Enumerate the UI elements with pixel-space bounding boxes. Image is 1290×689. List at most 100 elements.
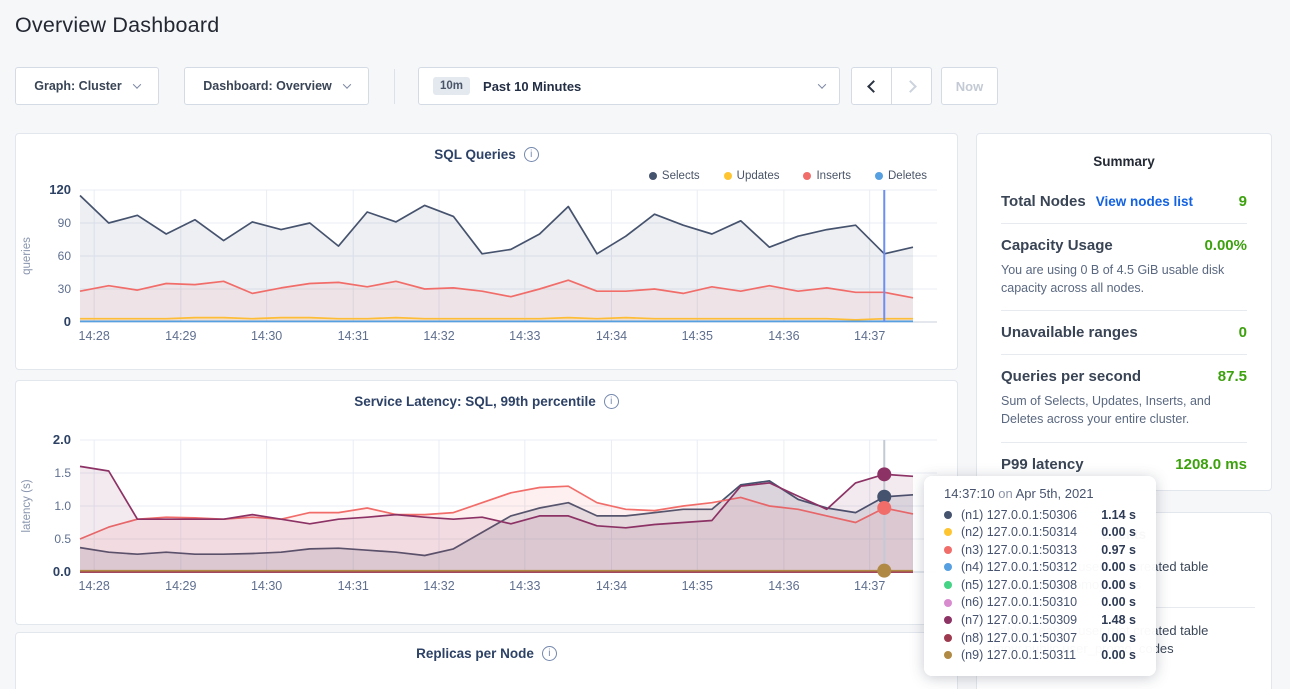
chevron-right-icon	[903, 79, 917, 93]
chart-header: Replicas per Node i	[16, 633, 957, 661]
svg-text:1.0: 1.0	[54, 499, 71, 513]
svg-text:14:37: 14:37	[854, 329, 885, 343]
tooltip-node-row: (n6) 127.0.0.1:50310 0.00 s	[944, 594, 1136, 612]
dashboard-dropdown[interactable]: Dashboard: Overview	[184, 67, 369, 105]
page-title: Overview Dashboard	[15, 13, 220, 37]
node-color-dot-icon	[944, 633, 952, 642]
time-prev-button[interactable]	[851, 67, 892, 105]
node-latency-value: 1.14 s	[1101, 507, 1136, 522]
svg-text:14:33: 14:33	[509, 329, 540, 343]
node-color-dot-icon	[944, 616, 952, 625]
chart-title: Service Latency: SQL, 99th percentile	[354, 394, 596, 409]
tooltip-time: 14:37:10	[944, 486, 995, 501]
svg-text:14:31: 14:31	[338, 579, 369, 593]
time-next-button[interactable]	[891, 67, 932, 105]
legend-item: Updates	[723, 170, 780, 182]
chart-title: SQL Queries	[434, 147, 516, 162]
legend-dot-icon	[803, 172, 812, 180]
svg-text:14:31: 14:31	[338, 329, 369, 343]
chart-title: Replicas per Node	[416, 646, 534, 661]
summary-panel: Summary Total Nodes View nodes list 9 Ca…	[976, 133, 1272, 491]
node-address: (n2) 127.0.0.1:50314	[961, 525, 1078, 540]
qps-label: Queries per second	[1001, 368, 1142, 386]
legend-dot-icon	[723, 172, 732, 180]
node-latency-value: 0.00 s	[1101, 525, 1136, 540]
capacity-value: 0.00%	[1204, 237, 1247, 254]
svg-text:14:34: 14:34	[596, 329, 627, 343]
node-latency-value: 0.00 s	[1101, 577, 1136, 592]
qps-value: 87.5	[1217, 368, 1247, 386]
latency-chart-card: Service Latency: SQL, 99th percentile i …	[15, 380, 958, 625]
chevron-down-icon	[817, 80, 827, 89]
svg-text:queries: queries	[21, 237, 33, 275]
tooltip-node-row: (n7) 127.0.0.1:50309 1.48 s	[944, 611, 1136, 629]
node-color-dot-icon	[944, 651, 952, 660]
legend-label: Deletes	[888, 170, 927, 182]
chevron-down-icon	[132, 80, 141, 89]
svg-text:14:33: 14:33	[509, 579, 540, 593]
controls-divider	[394, 69, 395, 104]
total-nodes-label: Total Nodes	[1001, 193, 1086, 210]
node-address: (n5) 127.0.0.1:50308	[961, 577, 1078, 592]
legend-label: Updates	[736, 170, 780, 182]
total-nodes-value: 9	[1238, 193, 1247, 210]
summary-row-capacity: Capacity Usage 0.00%	[1001, 237, 1247, 254]
qps-description: Sum of Selects, Updates, Inserts, and De…	[1001, 394, 1211, 427]
tooltip-connector: on	[994, 486, 1016, 501]
tooltip-node-row: (n4) 127.0.0.1:50312 0.00 s	[944, 559, 1136, 577]
legend-item: Inserts	[803, 170, 851, 182]
svg-text:1.5: 1.5	[54, 466, 71, 480]
tooltip-node-row: (n3) 127.0.0.1:50313 0.97 s	[944, 541, 1136, 559]
node-color-dot-icon	[944, 598, 952, 607]
svg-text:14:36: 14:36	[768, 579, 799, 593]
svg-text:14:30: 14:30	[251, 329, 282, 343]
node-address: (n1) 127.0.0.1:50306	[961, 507, 1078, 522]
summary-row-qps: Queries per second 87.5	[1001, 368, 1247, 385]
legend-label: Inserts	[816, 170, 851, 182]
node-latency-value: 0.97 s	[1101, 542, 1136, 557]
summary-row-unavailable: Unavailable ranges 0	[1001, 324, 1247, 341]
node-latency-value: 0.00 s	[1101, 648, 1136, 663]
info-icon[interactable]: i	[523, 147, 539, 162]
legend-label: Selects	[661, 170, 700, 182]
info-icon[interactable]: i	[541, 646, 557, 661]
summary-row-p99: P99 latency 1208.0 ms	[1001, 456, 1247, 473]
chevron-left-icon	[866, 79, 880, 93]
legend-dot-icon	[875, 172, 883, 180]
svg-text:0.0: 0.0	[53, 564, 71, 579]
svg-text:90: 90	[58, 216, 72, 230]
tooltip-node-row: (n1) 127.0.0.1:50306 1.14 s	[944, 506, 1136, 524]
sql-queries-plot[interactable]: 14:28 14:29 14:30 14:31 14:32 14:33 14:34 14:35…	[16, 184, 945, 352]
p99-latency-value: 1208.0 ms	[1175, 455, 1247, 473]
svg-text:2.0: 2.0	[53, 434, 71, 447]
chart-header: SQL Queries i	[16, 134, 957, 162]
svg-text:14:29: 14:29	[165, 329, 196, 343]
legend-item: Selects	[648, 170, 700, 182]
latency-plot[interactable]: 14:28 14:29 14:30 14:31 14:32 14:33 14:34 14:35…	[16, 434, 945, 602]
tooltip-timestamp: 14:37:10 on Apr 5th, 2021	[944, 486, 1136, 501]
node-color-dot-icon	[944, 545, 952, 554]
graph-dropdown[interactable]: Graph: Cluster	[15, 67, 159, 105]
tooltip-date: Apr 5th, 2021	[1015, 486, 1094, 501]
svg-text:14:34: 14:34	[596, 579, 627, 593]
node-address: (n3) 127.0.0.1:50313	[961, 542, 1078, 557]
node-address: (n6) 127.0.0.1:50310	[961, 595, 1078, 610]
capacity-label: Capacity Usage	[1001, 237, 1113, 254]
svg-text:30: 30	[58, 282, 72, 296]
node-color-dot-icon	[944, 510, 952, 519]
time-range-dropdown[interactable]: 10m Past 10 Minutes	[418, 67, 840, 105]
info-icon[interactable]: i	[603, 394, 619, 409]
tooltip-node-row: (n8) 127.0.0.1:50307 0.00 s	[944, 629, 1136, 647]
unavailable-ranges-value: 0	[1238, 324, 1247, 342]
view-nodes-list-link[interactable]: View nodes list	[1095, 194, 1194, 209]
graph-dropdown-label: Graph: Cluster	[34, 79, 122, 93]
now-button[interactable]: Now	[941, 67, 998, 105]
svg-text:14:37: 14:37	[854, 579, 885, 593]
node-color-dot-icon	[944, 563, 952, 572]
node-latency-value: 1.48 s	[1101, 612, 1136, 627]
summary-heading: Summary	[1093, 154, 1155, 169]
p99-latency-label: P99 latency	[1001, 455, 1084, 473]
dashboard-dropdown-label: Dashboard: Overview	[203, 79, 332, 93]
chart-header: Service Latency: SQL, 99th percentile i	[16, 381, 957, 409]
time-range-label: Past 10 Minutes	[483, 78, 582, 94]
